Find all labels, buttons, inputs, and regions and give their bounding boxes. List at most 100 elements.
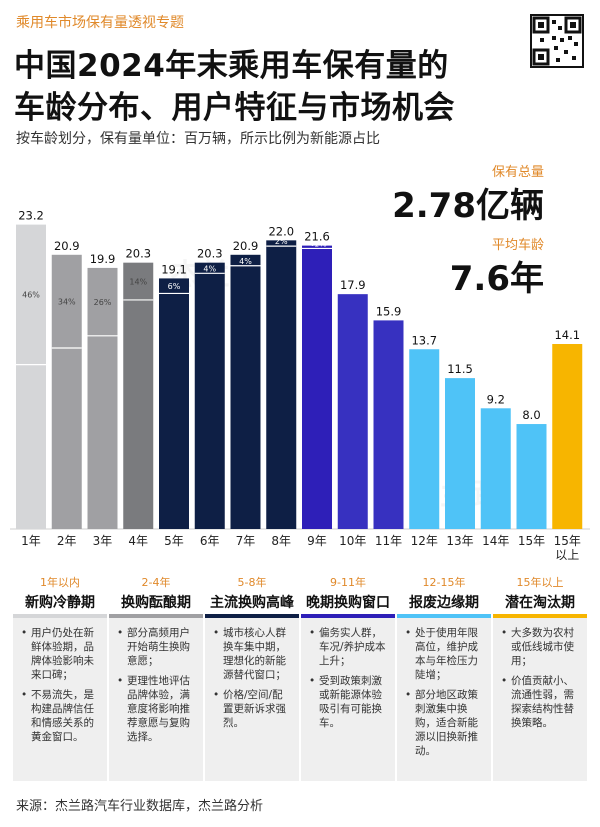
chart-subtitle: 按车龄划分，保有量单位：百万辆，所示比例为新能源占比 [16, 131, 380, 147]
nev-share-label: 4% [239, 257, 252, 266]
phase-name: 报废边缘期 [409, 595, 479, 611]
phase-bullet: 不易流失，是构建品牌信任和情感关系的黄金窗口。 [21, 688, 101, 744]
phase-range: 2-4年 [141, 576, 171, 589]
bar [51, 254, 82, 529]
category-label: 8年 [271, 534, 291, 548]
bar-value-label: 14.1 [554, 328, 580, 342]
phase-description: 部分高频用户开始萌生换购意愿； 更理性地评估品牌体验，满意度将影响推荐意愿与复购选… [109, 618, 203, 781]
phase-color-bar [13, 614, 107, 618]
phase-bullet: 城市核心人群换车集中期，理想化的新能源替代窗口； [213, 626, 293, 682]
nev-share-label: <1% [307, 239, 327, 248]
phase-panel: 9-11年晚期换购窗口偏务实人群，车况/养护成本上升； 受到政策刺激或新能源体验吸… [301, 574, 395, 781]
phase-panel: 1年以内新购冷静期用户仍处在新鲜体验期，品牌体验影响未来口碑； 不易流失，是构建品… [13, 574, 107, 781]
category-label: 10年 [339, 534, 366, 548]
bar-value-label: 20.3 [125, 247, 151, 261]
category-label: 7年 [236, 534, 256, 548]
phase-color-bar [205, 614, 299, 618]
phase-color-bar [397, 614, 491, 618]
phase-panel: 5-8年主流换购高峰城市核心人群换车集中期，理想化的新能源替代窗口； 价格/空间/… [205, 574, 299, 781]
category-label: 以上 [555, 548, 579, 560]
category-label: 2年 [57, 534, 77, 548]
phase-color-bar [301, 614, 395, 618]
nev-share-label: 26% [94, 298, 112, 307]
avg-age-value: 7.6年 [449, 259, 544, 299]
bar-value-label: 20.3 [197, 247, 223, 261]
category-label: 4年 [128, 534, 148, 548]
phase-description: 偏务实人群，车况/养护成本上升； 受到政策刺激或新能源体验吸引有可能换车。 [301, 618, 395, 781]
category-label: 15年 [518, 534, 545, 548]
bar-value-label: 19.9 [90, 252, 116, 266]
phase-bullet: 用户仍处在新鲜体验期，品牌体验影响未来口碑； [21, 626, 101, 682]
topic-label: 乘用车市场保有量透视专题 [16, 15, 184, 31]
bar-value-label: 22.0 [268, 224, 294, 238]
phase-bullet: 偏务实人群，车况/养护成本上升； [309, 626, 389, 668]
bar-value-label: 8.0 [522, 408, 540, 422]
category-label: 13年 [446, 534, 473, 548]
bar [230, 254, 261, 529]
bar [302, 245, 332, 529]
nev-share-label: 14% [129, 277, 147, 286]
qr-code-icon [530, 14, 584, 68]
category-label: 3年 [93, 534, 113, 548]
bar [266, 240, 297, 530]
vehicle-age-bar-chart: 23.2 46% 1年 20.9 34% 2年 19.9 26% 3年 20.3 14% 4年 19.1… [10, 209, 590, 560]
phase-description: 大多数为农村或低线城市使用； 价值贡献小、流通性弱，需探索结构性替换策略。 [493, 618, 587, 781]
nev-share-label: 4% [203, 264, 216, 273]
phase-range: 12-15年 [422, 576, 466, 589]
bar [445, 378, 475, 529]
phase-bullet: 大多数为农村或低线城市使用； [501, 626, 581, 668]
bar-value-label: 19.1 [161, 262, 187, 276]
nev-share-label: 46% [22, 291, 40, 300]
bar-value-label: 13.7 [411, 333, 437, 347]
category-label: 12年 [411, 534, 438, 548]
category-label: 15年 [554, 534, 581, 548]
source-note: 来源：杰兰路汽车行业数据库，杰兰路分析 [16, 799, 264, 814]
phase-name: 主流换购高峰 [210, 595, 294, 611]
category-label: 6年 [200, 534, 220, 548]
phase-bullet: 部分地区政策刺激集中换购，适合新能源以旧换新推动。 [405, 688, 485, 758]
category-label: 14年 [482, 534, 509, 548]
phase-bullet: 受到政策刺激或新能源体验吸引有可能换车。 [309, 674, 389, 730]
phase-bullet: 价格/空间/配置更新诉求强烈。 [213, 688, 293, 730]
phase-range: 5-8年 [237, 576, 267, 589]
bar-value-label: 9.2 [487, 392, 505, 406]
page-title-line1: 中国2024年末乘用车保有量的 [14, 48, 449, 84]
phase-bullet: 处于使用年限高位，维护成本与年检压力陡增； [405, 626, 485, 682]
phase-bullet: 价值贡献小、流通性弱，需探索结构性替换策略。 [501, 674, 581, 730]
total-stock-label: 保有总量 [491, 165, 544, 180]
phase-panel: 15年以上潜在淘汰期大多数为农村或低线城市使用； 价值贡献小、流通性弱，需探索结构… [493, 574, 587, 781]
phase-description: 用户仍处在新鲜体验期，品牌体验影响未来口碑； 不易流失，是构建品牌信任和情感关系的… [13, 618, 107, 781]
bar-value-label: 15.9 [376, 304, 402, 318]
page-title-line2: 车龄分布、用户特征与市场机会 [14, 90, 455, 126]
avg-age-label: 平均车龄 [491, 238, 544, 253]
bar [194, 262, 225, 529]
bar [337, 294, 368, 529]
phase-color-bar [109, 614, 203, 618]
phase-name: 换购酝酿期 [121, 595, 191, 611]
bar [123, 262, 154, 529]
phase-bullet: 更理性地评估品牌体验，满意度将影响推荐意愿与复购选择。 [117, 674, 197, 744]
bar-value-label: 20.9 [54, 239, 80, 253]
phase-range: 9-11年 [330, 576, 366, 589]
category-label: 5年 [164, 534, 184, 548]
phase-name: 晚期换购窗口 [306, 595, 390, 611]
phase-panels: 1年以内新购冷静期用户仍处在新鲜体验期，品牌体验影响未来口碑； 不易流失，是构建品… [13, 574, 587, 781]
nev-share-label: 6% [168, 282, 181, 291]
phase-name: 潜在淘汰期 [505, 595, 575, 611]
phase-bullet: 部分高频用户开始萌生换购意愿； [117, 626, 197, 668]
phase-name: 新购冷静期 [25, 595, 95, 611]
bar [516, 424, 547, 529]
total-stock-value: 2.78亿辆 [392, 186, 544, 226]
phase-description: 城市核心人群换车集中期，理想化的新能源替代窗口； 价格/空间/配置更新诉求强烈。 [205, 618, 299, 781]
bar-value-label: 17.9 [340, 278, 366, 292]
bar-value-label: 23.2 [18, 209, 44, 223]
bar [552, 344, 583, 529]
phase-panel: 2-4年换购酝酿期部分高频用户开始萌生换购意愿； 更理性地评估品牌体验，满意度将影… [109, 574, 203, 781]
nev-share-label: 2% [275, 237, 288, 246]
bar-value-label: 21.6 [304, 230, 330, 244]
category-label: 1年 [21, 534, 41, 548]
bar-value-label: 20.9 [233, 239, 259, 253]
phase-description: 处于使用年限高位，维护成本与年检压力陡增； 部分地区政策刺激集中换购，适合新能源以… [397, 618, 491, 781]
bar [159, 278, 189, 529]
bar [480, 408, 511, 529]
